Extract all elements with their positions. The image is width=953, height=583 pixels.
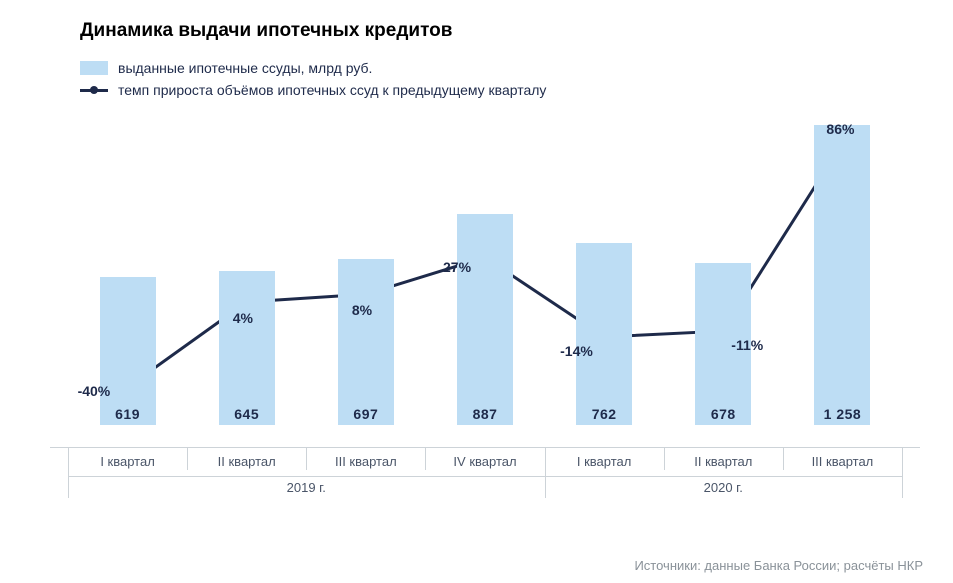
bar-value-label: 619 (100, 406, 156, 422)
growth-pct-label: -14% (560, 343, 593, 359)
quarter-separator (664, 448, 665, 470)
growth-pct-label: 4% (233, 310, 253, 326)
year-separator (68, 448, 69, 498)
chart-title: Динамика выдачи ипотечных кредитов (80, 20, 923, 42)
bar-value-label: 887 (457, 406, 513, 422)
growth-pct-label: -11% (731, 337, 763, 353)
quarter-separator (783, 448, 784, 470)
bar: 1 258 (814, 125, 870, 425)
x-quarter-label: I квартал (68, 454, 188, 469)
bar: 697 (338, 259, 394, 425)
bar: 619 (100, 277, 156, 425)
bar-value-label: 697 (338, 406, 394, 422)
legend-bar-swatch (80, 61, 108, 75)
x-quarter-label: IV квартал (425, 454, 545, 469)
growth-pct-label: 27% (443, 259, 471, 275)
growth-pct-label: -40% (78, 383, 111, 399)
growth-pct-label: 8% (352, 302, 372, 318)
quarter-separator (306, 448, 307, 470)
legend-item-bars: выданные ипотечные ссуды, млрд руб. (80, 60, 923, 76)
legend-line-swatch (80, 83, 108, 97)
bar-value-label: 678 (695, 406, 751, 422)
growth-pct-label: 86% (826, 121, 854, 137)
legend-bar-label: выданные ипотечные ссуды, млрд руб. (118, 60, 372, 76)
chart-plot: 619 -40% 645 4% 697 8% 887 27% 762 -14% 678 -11% 1 2… (50, 108, 920, 448)
x-quarter-label: III квартал (306, 454, 426, 469)
chart-legend: выданные ипотечные ссуды, млрд руб. темп… (80, 60, 923, 98)
x-quarter-label: I квартал (544, 454, 664, 469)
bar-value-label: 645 (219, 406, 275, 422)
quarter-separator (187, 448, 188, 470)
chart-source: Источники: данные Банка России; расчёты … (634, 558, 923, 573)
year-label: 2019 г. (276, 480, 336, 495)
legend-line-label: темп прироста объёмов ипотечных ссуд к п… (118, 82, 546, 98)
bar-value-label: 1 258 (814, 406, 870, 422)
chart-container: Динамика выдачи ипотечных кредитов выдан… (0, 0, 953, 583)
year-axis-line (68, 476, 545, 477)
quarter-separator (425, 448, 426, 470)
bar-value-label: 762 (576, 406, 632, 422)
year-axis-line (545, 476, 902, 477)
chart-area: 619 -40% 645 4% 697 8% 887 27% 762 -14% 678 -11% 1 2… (50, 108, 920, 488)
bar: 887 (457, 214, 513, 426)
year-separator (902, 448, 903, 498)
year-label: 2020 г. (693, 480, 753, 495)
legend-item-line: темп прироста объёмов ипотечных ссуд к п… (80, 82, 923, 98)
year-separator (545, 448, 546, 498)
x-quarter-label: III квартал (782, 454, 902, 469)
bar: 645 (219, 271, 275, 425)
bar: 762 (576, 243, 632, 425)
x-quarter-label: II квартал (663, 454, 783, 469)
x-quarter-label: II квартал (187, 454, 307, 469)
